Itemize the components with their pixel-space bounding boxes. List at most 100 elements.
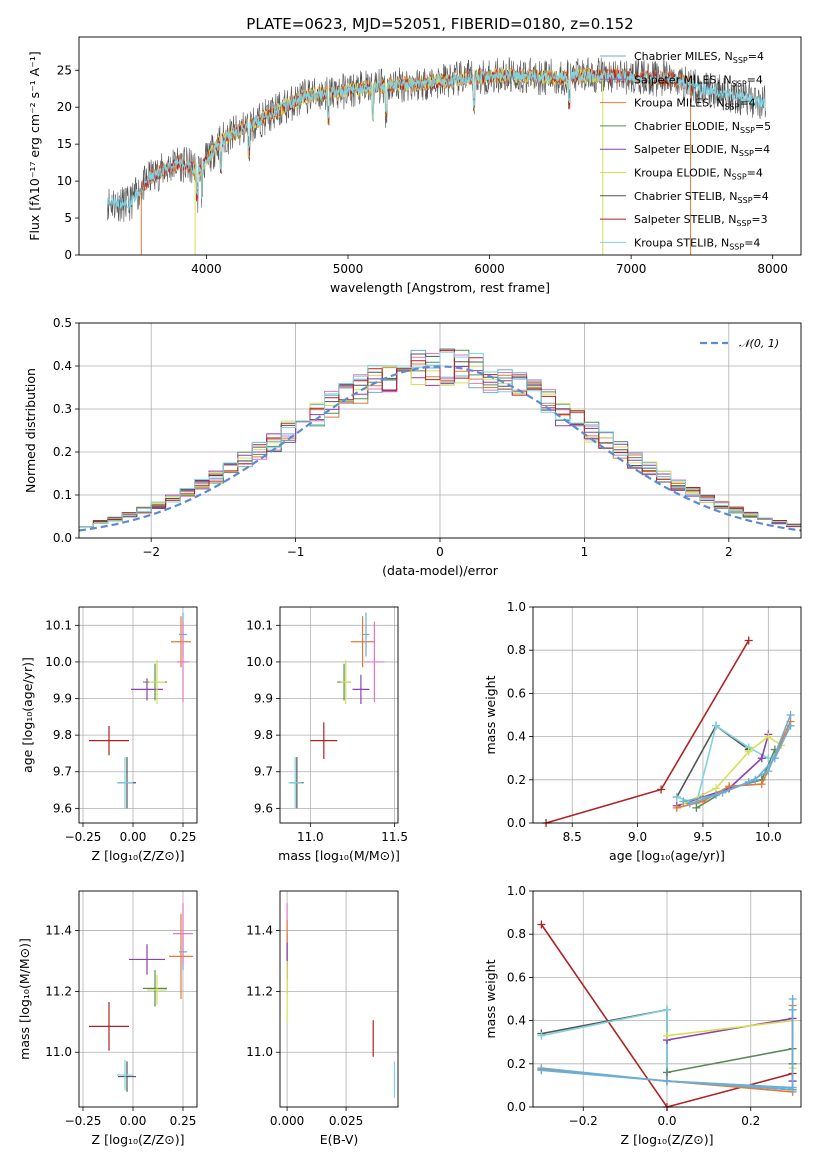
plot-area xyxy=(89,903,193,1092)
axes-mass-weight-vs-Z: −0.2 0.0 0.2 0.0 0.2 0.4 0.6 0.8 1.0 Z [log₁₀(Z/Z… xyxy=(483,884,802,1147)
y-axis-label: age [log₁₀(age/yr)] xyxy=(20,657,35,773)
marker-plus xyxy=(663,1068,671,1077)
y-axis-label: Normed distribution xyxy=(23,368,38,493)
y-tick-label: 0.4 xyxy=(507,1014,526,1028)
y-tick-label: 25 xyxy=(57,63,72,77)
y-tick-label: 0.0 xyxy=(507,816,526,830)
legend-entry: 𝒩(0, 1) xyxy=(739,337,779,350)
x-axis-label: Z [log₁₀(Z/Z⊙)] xyxy=(621,1132,714,1147)
legend-entry: Kroupa STELIB, NSSP=4 xyxy=(634,236,760,251)
y-tick-label: 0.5 xyxy=(53,316,72,330)
x-tick-label: −2 xyxy=(142,545,160,559)
axes-frame xyxy=(279,890,399,1108)
y-tick-label: 9.8 xyxy=(53,728,72,742)
plot-area xyxy=(288,612,385,809)
errorbar-point xyxy=(169,913,193,999)
axes-mass-vs-EBV: 0.000 0.025 11.0 11.2 11.4 E(B-V) xyxy=(246,890,399,1147)
spectrum-data-line xyxy=(107,57,766,222)
errorbar-point xyxy=(89,1002,129,1051)
plot-area xyxy=(89,612,191,809)
axes-frame xyxy=(78,322,802,539)
axes-age-vs-Z: −0.25 0.00 0.25 9.6 9.7 9.8 9.9 10.0 10.1 Z [log₁… xyxy=(20,606,198,863)
legend-entry: Kroupa ELODIE, NSSP=4 xyxy=(634,167,763,182)
legend-entry: Chabrier ELODIE, NSSP=5 xyxy=(634,120,771,135)
x-tick-label: 0.00 xyxy=(120,1114,147,1128)
y-tick-label: 10.0 xyxy=(246,655,273,669)
x-tick-label: 0.000 xyxy=(270,1114,304,1128)
y-tick-label: 0.2 xyxy=(53,445,72,459)
marker-plus xyxy=(692,803,701,812)
x-axis-label: wavelength [Angstrom, rest frame] xyxy=(330,280,550,295)
spectrum-model-kroupa-stelib xyxy=(106,69,766,211)
x-tick-label: 7000 xyxy=(616,262,647,276)
x-tick-label: 0.0 xyxy=(657,1114,676,1128)
axes-age-vs-mass: 11.0 11.5 9.6 9.7 9.8 9.9 10.0 10.1 mass [log₁₀(… xyxy=(246,606,408,863)
marker-plus xyxy=(663,1005,671,1014)
marker-plus xyxy=(712,721,721,730)
y-tick-label: 11.2 xyxy=(45,984,72,998)
axes-mass-vs-Z: −0.25 0.00 0.25 11.0 11.2 11.4 Z [log₁₀(Z/Z⊙)]… xyxy=(17,890,198,1147)
mass-weight-line xyxy=(541,1009,794,1091)
x-axis-label: E(B-V) xyxy=(320,1132,359,1147)
errorbar-point xyxy=(310,722,338,759)
y-tick-label: 10.1 xyxy=(246,618,273,632)
y-tick-label: 0.4 xyxy=(53,359,72,373)
y-tick-label: 10.0 xyxy=(45,655,72,669)
y-tick-label: 0.8 xyxy=(507,927,526,941)
x-axis-label: age [log₁₀(age/yr)] xyxy=(609,848,725,863)
marker-plus xyxy=(537,920,546,929)
marker-plus xyxy=(679,797,688,806)
x-tick-label: 0.00 xyxy=(120,830,147,844)
x-tick-label: 5000 xyxy=(333,262,364,276)
marker-plus xyxy=(657,785,666,794)
mass-weight-line xyxy=(689,725,792,805)
marker-plus xyxy=(718,788,727,797)
legend-entry: Chabrier STELIB, NSSP=4 xyxy=(634,190,769,205)
errorbar-point xyxy=(147,974,167,1006)
x-tick-label: 0 xyxy=(436,545,444,559)
y-tick-label: 0.3 xyxy=(53,402,72,416)
axes-frame xyxy=(78,606,198,824)
y-axis-label: mass [log₁₀(M/M⊙)] xyxy=(17,938,32,1060)
x-tick-label: 6000 xyxy=(474,262,505,276)
errorbar-point xyxy=(129,944,165,975)
y-axis-label: Flux [fλ10⁻¹⁷ erg cm⁻² s⁻¹ A⁻¹] xyxy=(27,51,42,240)
errorbar-point xyxy=(143,970,167,1007)
x-tick-label: 10.0 xyxy=(755,830,782,844)
marker-plus xyxy=(537,1066,546,1075)
marker-plus xyxy=(685,799,694,808)
legend-entry: Salpeter MILES, NSSP=4 xyxy=(634,73,763,88)
x-tick-label: −0.25 xyxy=(65,1114,102,1128)
y-tick-label: 11.2 xyxy=(246,984,273,998)
y-tick-label: 9.8 xyxy=(254,728,273,742)
x-tick-label: 11.5 xyxy=(381,830,408,844)
errorbar-point xyxy=(288,757,302,809)
axes-frame xyxy=(78,36,802,256)
errorbar-point xyxy=(117,1059,133,1091)
y-tick-label: 0.6 xyxy=(507,686,526,700)
y-axis-label: mass weight xyxy=(483,675,498,754)
x-tick-label: 4000 xyxy=(191,262,222,276)
x-axis-label: Z [log₁₀(Z/Z⊙)] xyxy=(92,848,185,863)
axes-residuals: 𝒩(0, 1) −2 −1 0 1 2 0.0 0.1 0.2 0.3 0.4 0.5 (data-mo… xyxy=(23,316,802,578)
errorbar-point xyxy=(352,674,370,705)
y-tick-label: 1.0 xyxy=(507,600,526,614)
y-tick-label: 9.6 xyxy=(254,801,273,815)
marker-plus xyxy=(744,636,753,645)
x-tick-label: 0.25 xyxy=(170,1114,197,1128)
axes-mass-weight-vs-age: 8.5 9.0 9.5 10.0 0.0 0.2 0.4 0.6 0.8 1.0 age [log₁… xyxy=(483,600,802,863)
y-tick-label: 10 xyxy=(57,174,72,188)
axes-frame xyxy=(279,606,399,824)
y-tick-label: 0.8 xyxy=(507,643,526,657)
marker-plus xyxy=(786,711,795,719)
x-tick-label: 9.0 xyxy=(628,830,647,844)
legend-entry: Salpeter STELIB, NSSP=3 xyxy=(634,213,768,228)
x-tick-label: 0.2 xyxy=(741,1114,760,1128)
marker-plus xyxy=(672,803,681,812)
plot-area: 𝒩(0, 1) xyxy=(78,337,802,532)
axes-frame xyxy=(532,890,802,1108)
plot-area xyxy=(286,903,396,1098)
marker-plus xyxy=(788,1005,797,1014)
errorbar-point xyxy=(173,903,193,965)
errorbar-point xyxy=(117,757,133,809)
